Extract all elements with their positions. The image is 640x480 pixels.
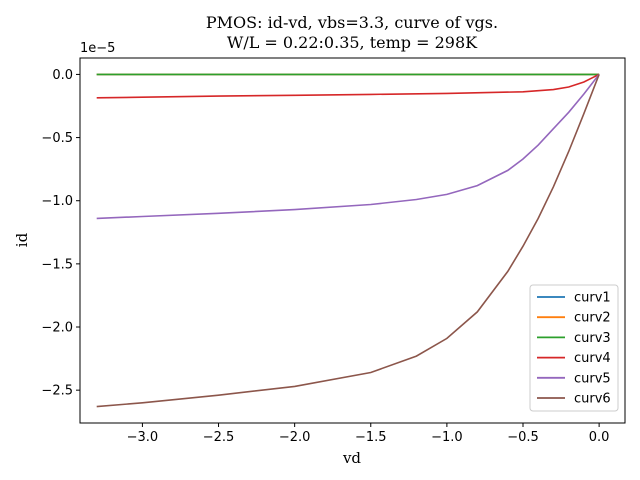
x-tick-label: −1.0 [431, 430, 463, 445]
y-tick-label: −1.0 [41, 194, 73, 209]
x-tick-label: −2.0 [279, 430, 311, 445]
x-tick-label: −1.5 [355, 430, 387, 445]
y-tick-label: −2.5 [41, 384, 73, 399]
x-tick-label: 0.0 [589, 430, 610, 445]
legend: curv1 curv2 curv3 curv4 curv5 curv6 [529, 284, 619, 412]
series-line-curv6 [96, 74, 600, 408]
y-tick-label: −2.0 [41, 321, 73, 336]
x-tick-label: −2.5 [203, 430, 235, 445]
legend-label-curv1: curv1 [574, 291, 611, 306]
chart-title-line2: W/L = 0.22:0.35, temp = 298K [227, 33, 478, 52]
x-tick-label: −0.5 [507, 430, 539, 445]
series-line-curv4 [96, 73, 600, 99]
x-tick-label: −3.0 [127, 430, 159, 445]
y-axis-label: id [13, 232, 31, 247]
y-offset-label: 1e−5 [80, 41, 115, 56]
legend-label-curv6: curv6 [574, 392, 611, 407]
legend-label-curv5: curv5 [574, 371, 611, 386]
legend-label-curv2: curv2 [574, 311, 611, 326]
axes-frame [79, 57, 626, 424]
legend-label-curv3: curv3 [574, 331, 611, 346]
x-axis-label: vd [342, 449, 361, 467]
x-axis-ticks: −3.0 −2.5 −2.0 −1.5 −1.0 −0.5 0.0 [127, 423, 610, 445]
y-tick-label: −1.5 [41, 257, 73, 272]
plot-area [96, 73, 600, 408]
legend-label-curv4: curv4 [574, 351, 611, 366]
y-axis-ticks: 0.0 −0.5 −1.0 −1.5 −2.0 −2.5 [41, 68, 80, 399]
y-tick-label: −0.5 [41, 131, 73, 146]
y-tick-label: 0.0 [52, 68, 73, 83]
series-line-curv5 [96, 73, 600, 220]
chart-title-line1: PMOS: id-vd, vbs=3.3, curve of vgs. [206, 13, 498, 32]
